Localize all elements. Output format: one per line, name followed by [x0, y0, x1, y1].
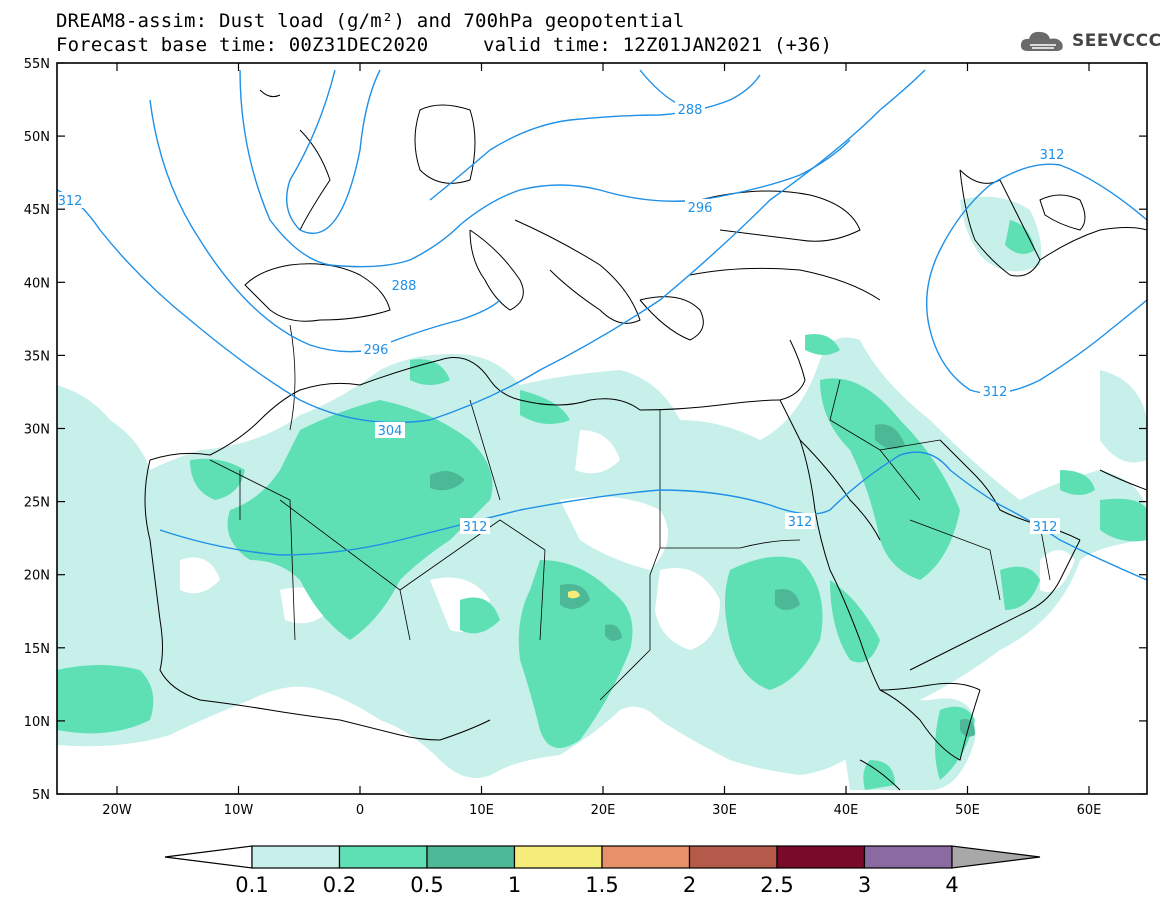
lat-tick-label: 40N — [24, 276, 50, 291]
contour-label: 312 — [463, 520, 488, 535]
contour-label: 288 — [392, 279, 417, 294]
colorbar-box — [338, 845, 428, 869]
lat-tick-label: 15N — [24, 642, 50, 657]
lat-tick-label: 30N — [24, 423, 50, 438]
colorbar-label: 1.5 — [585, 873, 618, 897]
contour-label: 312 — [788, 515, 813, 530]
colorbar-box — [513, 845, 603, 869]
contour-label-bg — [55, 192, 85, 208]
colorbar-under-triangle — [164, 845, 253, 869]
contour-label-bg — [389, 277, 419, 293]
contour-label-bg — [675, 101, 705, 117]
lon-tick-label: 20W — [102, 803, 132, 818]
geopotential-contours — [56, 69, 1148, 581]
dust-shading-medium — [57, 220, 1147, 790]
dust-shading-gaps — [180, 430, 1075, 650]
lon-tick-label: 40E — [834, 803, 859, 818]
lat-tick-label: 55N — [24, 57, 50, 72]
colorbar-label: 3 — [858, 873, 871, 897]
contour-label-bg — [685, 199, 715, 215]
contour-label-bg — [1030, 518, 1060, 534]
colorbar-label: 0.1 — [235, 873, 268, 897]
contour-labels: 312 288 296 288 296 304 312 312 312 312 312 — [55, 101, 1067, 535]
colorbar-label: 2.5 — [760, 873, 793, 897]
lon-tick-label: 60E — [1077, 803, 1102, 818]
logo-text: SEEVCCC — [1072, 31, 1162, 51]
lon-tick-label: 30E — [712, 803, 737, 818]
colorbar: 0.1 0.2 0.5 1 1.5 2 2.5 3 4 — [164, 845, 1041, 897]
contour-label: 288 — [678, 103, 703, 118]
longitude-ticks: 20W 10W 0 10E 20E 30E 40E 50E 60E — [102, 63, 1101, 818]
contour-label: 312 — [983, 385, 1008, 400]
contour-label-bg — [361, 341, 391, 357]
lat-tick-label: 5N — [32, 788, 50, 803]
colorbar-label: 4 — [945, 873, 958, 897]
cloud-icon — [1020, 31, 1063, 51]
lon-tick-label: 0 — [356, 803, 364, 818]
forecast-base-time: Forecast base time: 00Z31DEC2020 — [56, 34, 429, 56]
lat-tick-label: 10N — [24, 715, 50, 730]
contour-label: 312 — [1033, 520, 1058, 535]
colorbar-label: 0.2 — [323, 873, 356, 897]
lon-tick-label: 50E — [955, 803, 980, 818]
lon-tick-label: 10W — [224, 803, 254, 818]
colorbar-box — [688, 845, 778, 869]
seevccc-logo: SEEVCCC — [1018, 26, 1162, 56]
contour-label-bg — [980, 383, 1010, 399]
valid-time: valid time: 12Z01JAN2021 (+36) — [483, 34, 833, 56]
contour-label: 312 — [58, 194, 83, 209]
colorbar-box — [251, 845, 341, 869]
colorbar-label: 0.5 — [410, 873, 443, 897]
colorbar-box — [863, 845, 953, 869]
lat-tick-label: 50N — [24, 130, 50, 145]
colorbar-box — [426, 845, 516, 869]
lat-tick-label: 25N — [24, 496, 50, 511]
contour-label: 304 — [378, 424, 403, 439]
dust-shading-peak — [568, 590, 580, 599]
contour-label: 312 — [1040, 148, 1065, 163]
contour-label-bg — [460, 518, 490, 534]
lon-tick-label: 20E — [591, 803, 616, 818]
contour-label-bg — [375, 422, 405, 438]
contour-label-bg — [1037, 146, 1067, 162]
colorbar-box — [776, 845, 866, 869]
colorbar-label: 2 — [683, 873, 696, 897]
colorbar-box — [601, 845, 691, 869]
contour-label: 296 — [688, 201, 713, 216]
lat-tick-label: 35N — [24, 349, 50, 364]
colorbar-label: 1 — [508, 873, 521, 897]
lon-tick-label: 10E — [469, 803, 494, 818]
country-borders — [209, 324, 1051, 701]
map-title: DREAM8-assim: Dust load (g/m²) and 700hP… — [56, 10, 685, 32]
lat-tick-label: 20N — [24, 569, 50, 584]
colorbar-over-triangle — [951, 845, 1041, 869]
latitude-ticks: 55N 50N 45N 40N 35N 30N 25N 20N 15N 10N 5N — [24, 57, 1147, 803]
lat-tick-label: 45N — [24, 203, 50, 218]
contour-label: 296 — [364, 343, 389, 358]
contour-label-bg — [785, 513, 815, 529]
